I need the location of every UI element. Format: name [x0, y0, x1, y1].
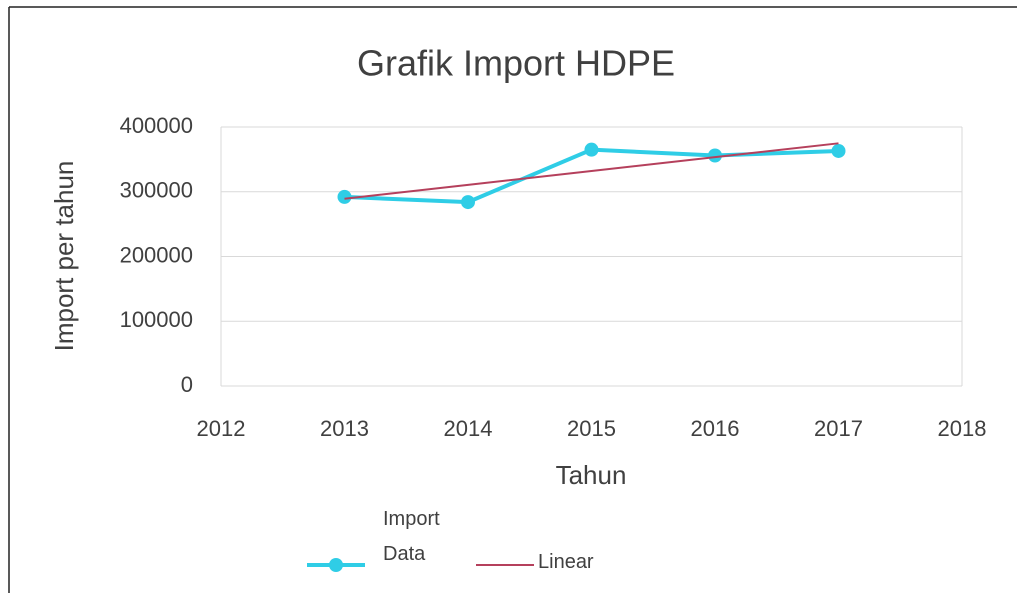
- y-tick-label: 400000: [120, 113, 193, 138]
- x-tick-label: 2016: [691, 416, 740, 441]
- data-point: [585, 143, 599, 157]
- y-tick-label: 100000: [120, 307, 193, 332]
- legend-label: Import Data: [383, 502, 453, 572]
- data-point: [461, 195, 475, 209]
- chart: Grafik Import HDPE Tahun Import per tahu…: [0, 0, 1017, 593]
- x-tick-label: 2017: [814, 416, 863, 441]
- x-tick-label: 2012: [197, 416, 246, 441]
- y-tick-label: 0: [181, 372, 193, 397]
- page: Grafik Import HDPE Tahun Import per tahu…: [0, 0, 1017, 593]
- y-axis-label: Import per tahun: [49, 161, 79, 352]
- x-tick-label: 2018: [938, 416, 987, 441]
- data-point: [338, 190, 352, 204]
- x-axis-label: Tahun: [556, 460, 627, 490]
- series-line: [345, 150, 839, 202]
- x-tick-label: 2013: [320, 416, 369, 441]
- data-point: [832, 144, 846, 158]
- legend-marker: [329, 558, 343, 572]
- legend-label: Linear: [538, 545, 594, 580]
- x-tick-label: 2014: [444, 416, 493, 441]
- chart-title: Grafik Import HDPE: [357, 43, 675, 84]
- y-tick-label: 300000: [120, 178, 193, 203]
- x-tick-label: 2015: [567, 416, 616, 441]
- y-tick-label: 200000: [120, 242, 193, 267]
- data-point: [708, 148, 722, 162]
